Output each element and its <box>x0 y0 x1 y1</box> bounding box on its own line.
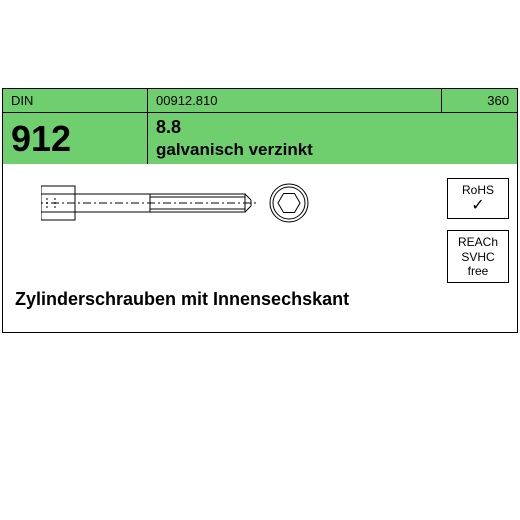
rohs-badge: RoHS ✓ <box>447 178 509 218</box>
reach-badge: REACh SVHC free <box>447 230 509 283</box>
screw-drawing <box>41 180 321 236</box>
code-right: 360 <box>442 89 517 112</box>
finish: galvanisch verzinkt <box>156 140 509 160</box>
spec-detail: 8.8 galvanisch verzinkt <box>148 113 517 164</box>
part-number: 00912.810 <box>148 89 442 112</box>
grade: 8.8 <box>156 117 509 138</box>
rohs-label: RoHS <box>450 183 506 197</box>
standard-label: DIN <box>3 89 148 112</box>
reach-line3: free <box>450 264 506 278</box>
check-icon: ✓ <box>450 198 506 214</box>
product-title: Zylinderschrauben mit Innensechskant <box>15 289 349 310</box>
header-row: DIN 00912.810 360 <box>3 89 517 113</box>
content-area: Zylinderschrauben mit Innensechskant RoH… <box>3 164 517 332</box>
reach-line2: SVHC <box>450 250 506 264</box>
reach-line1: REACh <box>450 235 506 249</box>
product-card: DIN 00912.810 360 912 8.8 galvanisch ver… <box>2 88 518 333</box>
spec-row: 912 8.8 galvanisch verzinkt <box>3 113 517 164</box>
din-number: 912 <box>3 113 148 164</box>
